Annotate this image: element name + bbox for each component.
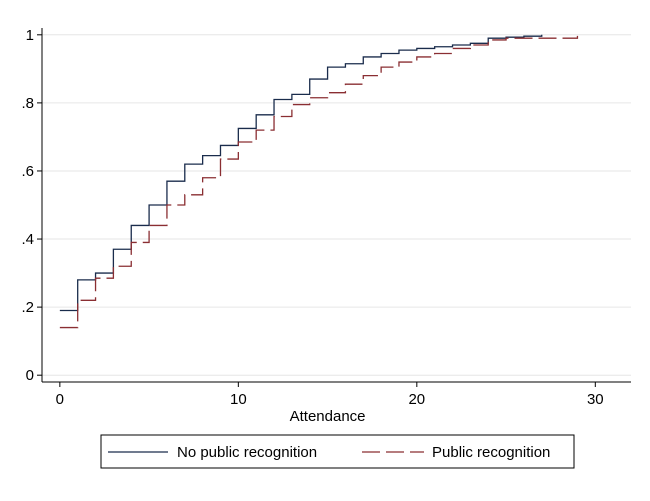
gridlines	[42, 34, 631, 376]
y-tick-label: 1	[26, 27, 34, 44]
x-tick-label: 0	[56, 391, 64, 408]
y-tick-label: .4	[21, 231, 34, 248]
y-tick-label: .8	[21, 95, 34, 112]
x-axis-title: Attendance	[290, 408, 366, 425]
legend-box	[100, 434, 575, 469]
series-line-public-recognition	[59, 35, 579, 329]
data-series	[59, 34, 579, 329]
series-line-no-public-recognition	[59, 34, 543, 312]
legend-label-public-recognition: Public recognition	[432, 444, 550, 461]
tick-marks: 0.2.4.6.810 10 20 30	[21, 27, 603, 408]
legend-label-no-public-recognition: No public recognition	[177, 444, 317, 461]
x-tick-label: 10	[230, 391, 247, 408]
y-tick-label: .6	[21, 163, 34, 180]
legend: No public recognition Public recognition	[100, 434, 575, 469]
x-tick-label: 20	[408, 391, 425, 408]
x-tick-label: 30	[587, 391, 604, 408]
y-tick-label: .2	[21, 299, 34, 316]
axes	[41, 28, 631, 383]
y-tick-label: 0	[26, 367, 34, 384]
